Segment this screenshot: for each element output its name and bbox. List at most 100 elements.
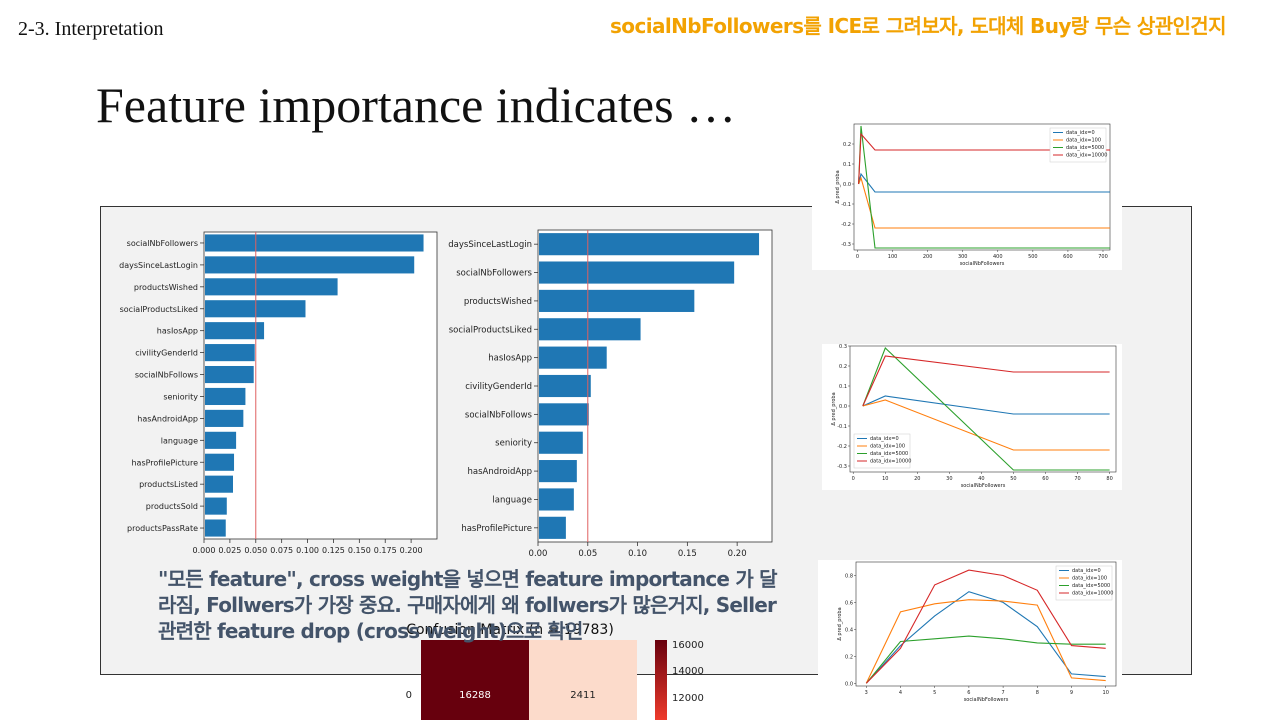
ice-plot-1: 0 100 200 300 400 500 600 700 0.2 0.1 0.0 -0.1 -0.2 -… [812, 120, 1122, 270]
x-tick-label: 0.025 [218, 546, 241, 555]
confusion-title: Confusion Matrix (n = 19783) [406, 622, 614, 638]
category-label: language [492, 495, 532, 505]
cell-0-1-value: 2411 [570, 690, 595, 701]
bar [205, 322, 265, 340]
category-label: hasProfilePicture [461, 524, 532, 534]
series-line [862, 395, 1110, 415]
series-line [862, 399, 1110, 451]
x-tick-label: 0.000 [193, 546, 216, 555]
x-tick-label: 0.125 [322, 546, 345, 555]
legend-label: data_idx=10000 [1066, 153, 1107, 159]
legend-label: data_idx=100 [1072, 576, 1107, 582]
slide-comment: "모든 feature", cross weight을 넣으면 feature … [158, 567, 778, 643]
category-label: hasProfilePicture [131, 458, 198, 467]
plot-area [203, 231, 438, 540]
legend-label: data_idx=10000 [1072, 591, 1113, 597]
y-tick-label: 0.0 [843, 182, 851, 188]
x-tick-label: 4 [899, 690, 902, 696]
legend-label: data_idx=10000 [870, 459, 911, 465]
legend-label: data_idx=5000 [870, 451, 908, 457]
colorbar-tick-1: 16000 [672, 640, 704, 651]
legend-label: data_idx=0 [870, 436, 899, 442]
bar [539, 346, 607, 369]
y-tick-label: 0.2 [843, 142, 851, 148]
category-label: daysSinceLastLogin [448, 240, 532, 250]
legend-box [853, 433, 911, 469]
legend-label: data_idx=5000 [1066, 145, 1104, 151]
category-label: seniority [163, 392, 198, 401]
y-tick-label: 0.0 [845, 681, 853, 687]
bar [205, 497, 227, 515]
y-tick-label: -0.3 [841, 242, 851, 248]
category-label: productsListed [139, 480, 198, 489]
series-line [862, 347, 1110, 471]
category-label: socialNbFollows [465, 410, 533, 420]
x-tick-label: 600 [1063, 254, 1073, 260]
category-label: socialProductsLiked [449, 325, 532, 335]
x-axis-label: socialNbFollowers [960, 261, 1005, 267]
series-line [862, 355, 1110, 407]
y-tick-label: 0.4 [845, 627, 853, 633]
x-tick-label: 7 [1002, 690, 1005, 696]
x-tick-label: 0.050 [244, 546, 267, 555]
x-tick-label: 0.05 [578, 549, 597, 559]
x-tick-label: 0.15 [678, 549, 697, 559]
bar [205, 278, 338, 296]
legend-label: data_idx=0 [1072, 568, 1101, 574]
presenter-note: socialNbFollowers를 ICE로 그려보자, 도대체 Buy랑 무… [610, 14, 1226, 38]
ice-plot-2: 0 10 20 30 40 50 60 70 80 0.3 0.2 0.1 0.0 -0.1 -0.2 -0.… [822, 344, 1122, 490]
bar [539, 488, 574, 511]
y-tick-label: 0.8 [845, 573, 853, 579]
series-line [865, 569, 1106, 684]
y-tick-label: -0.3 [837, 464, 847, 470]
ice-plot-3: 3 4 5 6 7 8 9 10 0.8 0.6 0.4 0.2 0.0 socialNbFollower… [818, 560, 1122, 706]
x-tick-label: 80 [1106, 476, 1112, 482]
x-tick-label: 60 [1042, 476, 1048, 482]
series-line [865, 599, 1106, 684]
category-label: socialNbFollowers [456, 269, 532, 279]
colorbar-tick-2: 14000 [672, 666, 704, 677]
series-line [858, 132, 1110, 185]
category-label: hasIosApp [488, 354, 532, 364]
category-label: civilityGenderId [465, 382, 532, 392]
bar [539, 289, 695, 312]
feature-importance-chart-1: socialNbFollowers daysSinceLastLogin produ… [119, 231, 438, 555]
y-axis-label: Δ pred_proba [831, 392, 837, 425]
x-tick-label: 0.20 [728, 549, 747, 559]
x-tick-label: 0.100 [296, 546, 319, 555]
y-tick-label: -0.1 [837, 424, 847, 430]
bar [205, 475, 233, 493]
x-tick-label: 20 [914, 476, 920, 482]
bar [205, 344, 255, 362]
x-tick-label: 300 [958, 254, 968, 260]
confusion-matrix: Confusion Matrix (n = 19783) 16288 2411 … [406, 622, 704, 720]
y-tick-label: 0.1 [839, 384, 847, 390]
cell-0-1 [529, 640, 637, 720]
bar [205, 431, 237, 449]
x-axis-label: socialNbFollowers [961, 483, 1006, 489]
bar [205, 365, 254, 384]
x-tick-label: 5 [933, 690, 936, 696]
bar [205, 256, 415, 274]
x-tick-label: 0 [852, 476, 855, 482]
x-axis-label: socialNbFollowers [964, 697, 1009, 703]
category-label: socialNbFollowers [127, 239, 198, 248]
bar [205, 453, 235, 471]
series-line [858, 176, 1110, 229]
bar [205, 519, 226, 537]
category-label: hasAndroidApp [468, 467, 533, 477]
x-tick-label: 10 [1103, 690, 1109, 696]
legend-box [1055, 565, 1113, 601]
y-axis-label: Δ pred_proba [837, 607, 843, 640]
row-label-0: 0 [406, 690, 412, 701]
x-tick-label: 70 [1074, 476, 1080, 482]
y-tick-label: -0.2 [837, 444, 847, 450]
bar [539, 431, 583, 454]
category-label: hasIosApp [157, 327, 198, 336]
y-tick-label: 0.2 [845, 654, 853, 660]
bar [205, 387, 246, 406]
y-tick-label: 0.3 [839, 344, 847, 350]
category-label: language [161, 436, 198, 445]
x-tick-label: 100 [888, 254, 898, 260]
y-tick-label: 0.0 [839, 404, 847, 410]
